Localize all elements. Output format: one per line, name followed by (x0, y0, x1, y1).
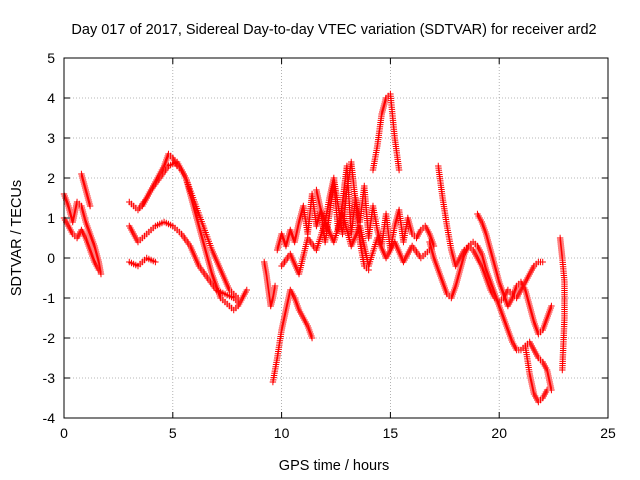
y-tick-label: -4 (43, 410, 56, 426)
data-point (395, 166, 403, 174)
x-tick-label: 15 (383, 425, 399, 441)
series-arc-q (522, 342, 551, 406)
y-tick-label: 2 (47, 170, 55, 186)
data-marks (60, 90, 568, 406)
data-point (365, 266, 372, 274)
y-tick-label: -3 (43, 370, 56, 386)
series-arc-m (369, 90, 403, 174)
series-arc-e (126, 218, 242, 306)
x-tick-label: 10 (274, 425, 290, 441)
x-tick-label: 0 (60, 425, 68, 441)
series-arc-l (313, 158, 372, 274)
axis-ticks: 0 5 10 15 20 25 -4 -3 -2 -1 0 1 2 3 4 5 (43, 50, 616, 441)
x-axis-label: GPS time / hours (279, 458, 389, 474)
data-point (543, 386, 551, 394)
data-point (243, 286, 250, 294)
data-point (97, 270, 105, 278)
data-point (548, 302, 555, 310)
series-arc-b (60, 214, 103, 274)
series-arc-r (556, 234, 568, 374)
y-tick-label: 5 (47, 50, 55, 66)
series-arc-g (139, 158, 242, 302)
data-point (559, 366, 566, 374)
data-point (234, 294, 242, 302)
data-point (95, 266, 103, 274)
x-tick-label: 5 (169, 425, 177, 441)
y-tick-label: 3 (47, 130, 55, 146)
y-axis-label: SDTVAR / TECUs (9, 180, 25, 296)
plot-frame (63, 57, 609, 419)
x-tick-label: 25 (600, 425, 616, 441)
data-point (271, 282, 279, 290)
series-arc-h (260, 258, 279, 310)
series-arc-f (126, 254, 159, 270)
y-tick-label: 0 (47, 250, 55, 266)
y-tick-label: -1 (43, 290, 56, 306)
series-arc-i (269, 286, 316, 386)
data-point (152, 258, 159, 266)
chart-title: Day 017 of 2017, Sidereal Day-to-day VTE… (71, 22, 596, 38)
series-arc-c (78, 170, 94, 210)
y-tick-label: 1 (47, 210, 55, 226)
series-arc-o (435, 162, 555, 394)
series-arc-k (278, 210, 433, 278)
x-tick-label: 20 (491, 425, 507, 441)
data-point (86, 202, 94, 210)
y-tick-label: 4 (47, 90, 55, 106)
y-tick-label: -2 (43, 330, 56, 346)
data-point (308, 334, 316, 342)
data-point (539, 258, 546, 266)
series-arc-p (474, 210, 555, 338)
